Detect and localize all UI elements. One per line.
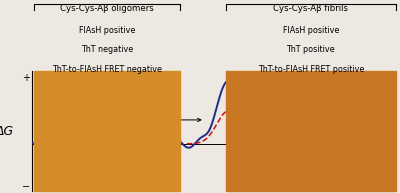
Text: Cys-Cys-Aβ oligomers: Cys-Cys-Aβ oligomers <box>60 4 154 13</box>
Text: ThT-to-FlAsH FRET positive: ThT-to-FlAsH FRET positive <box>258 65 364 74</box>
Text: FlAsH positive: FlAsH positive <box>79 26 135 35</box>
Text: ThT-to-FlAsH FRET negative: ThT-to-FlAsH FRET negative <box>52 65 162 74</box>
Text: Reaction
coordinate: Reaction coordinate <box>351 177 386 190</box>
Text: Cys-Cys-Aβ fibrils: Cys-Cys-Aβ fibrils <box>273 4 348 13</box>
Text: FlAsH positive: FlAsH positive <box>283 26 339 35</box>
Bar <box>45 186 64 188</box>
Text: Barrier for
nucleated
conformational
conversion: Barrier for nucleated conformational con… <box>268 97 318 126</box>
Bar <box>250 186 270 188</box>
Text: ThT negative: ThT negative <box>81 45 133 54</box>
Text: ΔG: ΔG <box>0 125 14 138</box>
Text: ThT positive: ThT positive <box>286 45 335 54</box>
Text: +: + <box>22 73 30 83</box>
Text: Barrier for
seeded
nucleated
conformational
conversion: Barrier for seeded nucleated conformatio… <box>86 105 136 142</box>
Text: −: − <box>22 182 30 192</box>
